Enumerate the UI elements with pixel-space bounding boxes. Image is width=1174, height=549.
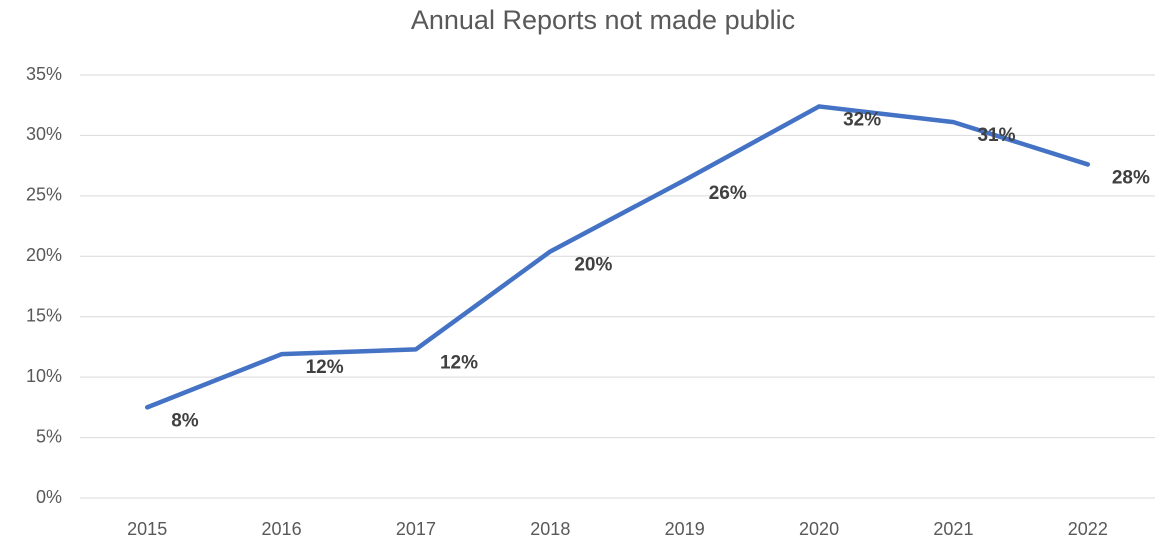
- data-label: 31%: [977, 125, 1015, 146]
- x-tick-label: 2021: [933, 519, 973, 539]
- chart-title: Annual Reports not made public: [411, 5, 795, 35]
- x-tick-label: 2016: [262, 519, 302, 539]
- x-tick-label: 2019: [665, 519, 705, 539]
- data-label: 12%: [306, 357, 344, 378]
- data-label: 20%: [574, 254, 612, 275]
- x-tick-label: 2017: [396, 519, 436, 539]
- y-tick-label: 0%: [36, 487, 62, 507]
- y-tick-label: 15%: [26, 305, 62, 325]
- data-label: 26%: [709, 183, 747, 204]
- y-tick-label: 20%: [26, 245, 62, 265]
- y-tick-label: 5%: [36, 426, 62, 446]
- y-tick-label: 10%: [26, 366, 62, 386]
- data-label: 8%: [171, 410, 199, 431]
- y-tick-label: 35%: [26, 64, 62, 84]
- x-tick-label: 2015: [127, 519, 167, 539]
- y-tick-label: 25%: [26, 185, 62, 205]
- data-label: 32%: [843, 109, 881, 130]
- x-tick-label: 2018: [530, 519, 570, 539]
- x-tick-label: 2020: [799, 519, 839, 539]
- x-tick-label: 2022: [1068, 519, 1108, 539]
- data-label: 12%: [440, 352, 478, 373]
- data-label: 28%: [1112, 167, 1150, 188]
- data-line: [144, 104, 1091, 410]
- y-tick-label: 30%: [26, 124, 62, 144]
